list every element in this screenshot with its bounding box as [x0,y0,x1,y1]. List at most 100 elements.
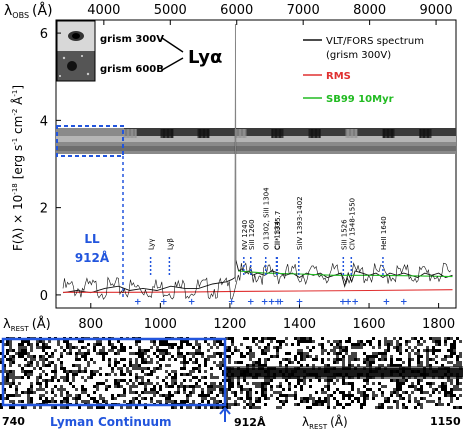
noise-pixel [246,352,249,355]
noise-pixel [237,397,240,400]
noise-pixel [96,388,99,391]
noise-pixel [309,337,312,340]
noise-pixel [444,382,447,385]
noise-pixel [24,391,27,394]
noise-pixel [303,379,306,382]
noise-pixel [231,385,234,388]
noise-pixel [135,343,138,346]
noise-pixel [432,400,435,403]
noise-pixel [39,397,42,400]
noise-pixel [183,358,186,361]
noise-pixel [87,352,90,355]
noise-pixel [252,406,255,409]
noise-pixel [69,343,72,346]
noise-pixel [15,385,18,388]
noise-pixel [93,385,96,388]
noise-pixel [426,346,429,349]
noise-pixel [276,352,279,355]
noise-pixel [150,358,153,361]
noise-pixel [294,403,297,406]
bottom-axis-tick-label: 1600 [352,317,385,332]
noise-pixel [21,340,24,343]
noise-pixel [438,340,441,343]
noise-pixel [408,340,411,343]
noise-pixel [411,349,414,352]
noise-pixel [225,403,228,406]
noise-pixel [447,337,450,340]
noise-pixel [384,352,387,355]
noise-pixel [387,340,390,343]
noise-pixel [219,343,222,346]
noise-pixel [204,394,207,397]
noise-pixel [120,367,123,370]
noise-pixel [153,343,156,346]
noise-pixel [369,361,372,364]
noise-pixel [21,370,24,373]
noise-pixel [240,343,243,346]
noise-pixel [456,406,459,409]
noise-pixel [120,394,123,397]
noise-pixel [207,358,210,361]
noise-pixel [261,388,264,391]
noise-pixel [339,352,342,355]
noise-pixel [189,343,192,346]
noise-pixel [156,391,159,394]
noise-pixel [294,391,297,394]
noise-pixel [315,358,318,361]
noise-pixel [63,370,66,373]
noise-pixel [366,379,369,382]
noise-pixel [348,403,351,406]
noise-pixel [147,361,150,364]
noise-pixel [0,358,3,361]
noise-pixel [186,352,189,355]
noise-pixel [327,400,330,403]
noise-pixel [225,346,228,349]
ll-arrow-icon [219,406,231,422]
noise-pixel [183,367,186,370]
noise-pixel [57,379,60,382]
noise-pixel [210,391,213,394]
noise-pixel [21,391,24,394]
noise-pixel [390,340,393,343]
noise-pixel [384,340,387,343]
noise-pixel [300,349,303,352]
noise-pixel [183,361,186,364]
noise-pixel [399,358,402,361]
noise-pixel [372,361,375,364]
noise-pixel [261,352,264,355]
noise-pixel [84,388,87,391]
noise-pixel [63,340,66,343]
noise-pixel [30,388,33,391]
noise-pixel [219,367,222,370]
noise-pixel [387,349,390,352]
noise-pixel [399,346,402,349]
noise-pixel [66,397,69,400]
noise-pixel [243,388,246,391]
noise-pixel [198,343,201,346]
noise-pixel [72,364,75,367]
noise-pixel [117,349,120,352]
noise-pixel [384,385,387,388]
noise-pixel [24,364,27,367]
noise-pixel [375,355,378,358]
noise-pixel [90,406,93,409]
noise-pixel [123,388,126,391]
noise-pixel [327,397,330,400]
noise-pixel [267,379,270,382]
noise-pixel [210,382,213,385]
noise-pixel [264,379,267,382]
bottom-axis-tick-label: 1400 [283,317,316,332]
noise-pixel [423,340,426,343]
noise-pixel [84,358,87,361]
noise-pixel [378,388,381,391]
lya-label: Lyα [188,47,222,68]
noise-pixel [432,346,435,349]
noise-pixel [381,364,384,367]
noise-pixel [459,355,462,358]
noise-pixel [234,403,237,406]
noise-pixel [300,385,303,388]
noise-pixel [288,352,291,355]
noise-pixel [420,379,423,382]
noise-pixel [456,385,459,388]
